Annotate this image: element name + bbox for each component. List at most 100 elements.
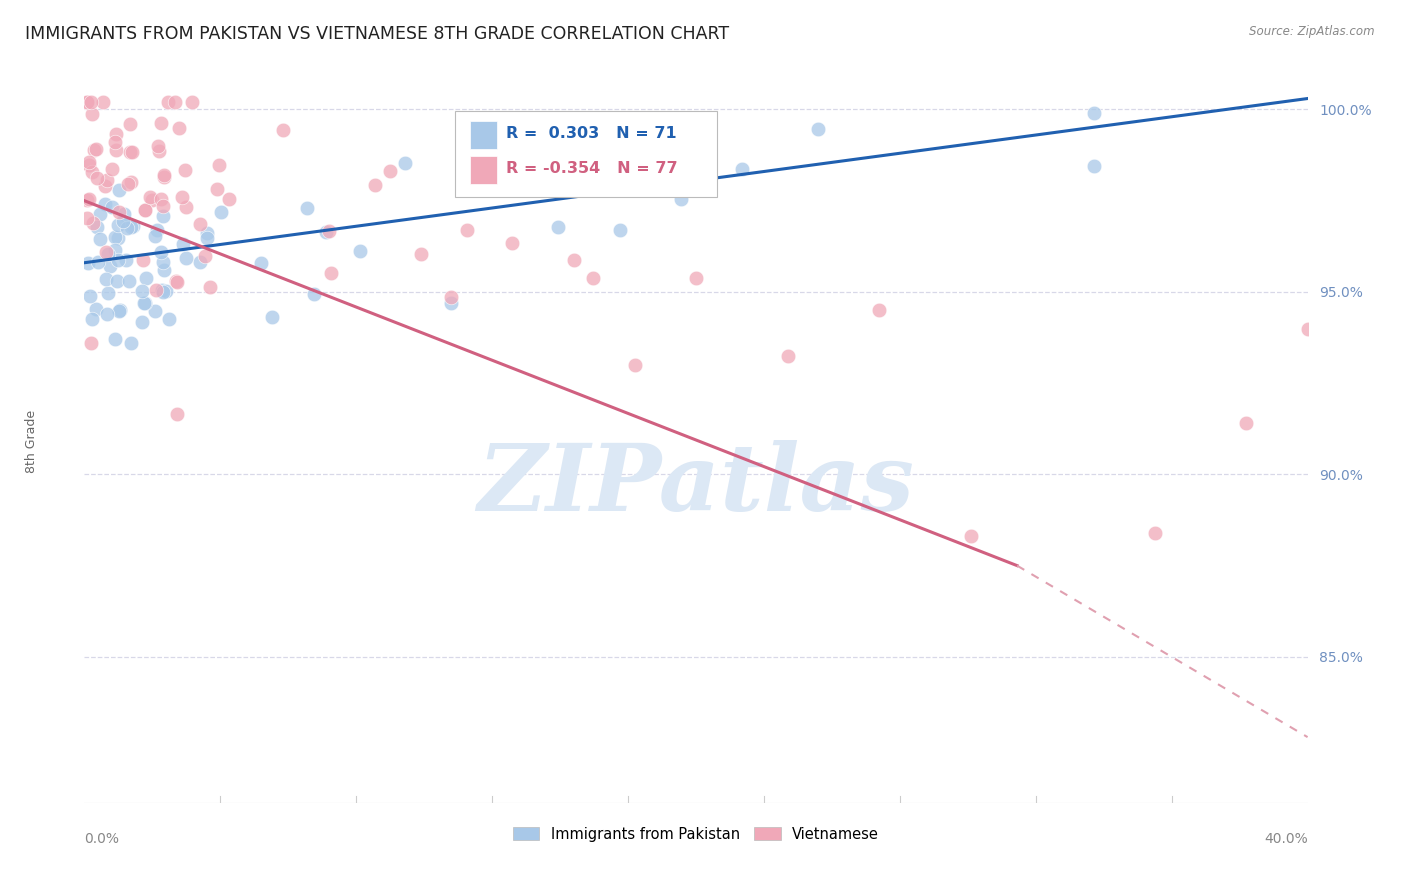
- Point: [98, 259, 121, 273]
- Point: [869, 303, 891, 318]
- Point: [77, 155, 100, 169]
- Point: [440, 290, 463, 304]
- Point: [94, 244, 117, 259]
- Point: [297, 201, 319, 215]
- Point: [165, 274, 187, 288]
- Point: [105, 127, 128, 141]
- Point: [87, 255, 110, 269]
- Point: [79, 289, 101, 303]
- Point: [105, 273, 128, 287]
- Point: [80, 95, 103, 110]
- Point: [77, 158, 100, 172]
- Point: [143, 229, 166, 244]
- Point: [112, 213, 135, 227]
- Point: [143, 303, 166, 318]
- Point: [582, 271, 605, 285]
- Point: [150, 116, 173, 130]
- Point: [146, 139, 169, 153]
- Point: [153, 169, 176, 184]
- Point: [131, 316, 153, 330]
- Point: [1083, 106, 1105, 120]
- Text: 0.0%: 0.0%: [84, 831, 120, 846]
- Point: [153, 263, 176, 277]
- Point: [86, 170, 108, 185]
- Point: [76, 211, 98, 226]
- Point: [250, 255, 273, 269]
- Point: [120, 145, 142, 159]
- Point: [118, 274, 141, 288]
- Point: [149, 192, 172, 206]
- Point: [96, 307, 118, 321]
- Point: [174, 200, 197, 214]
- Point: [380, 164, 402, 178]
- Point: [685, 270, 707, 285]
- Point: [807, 121, 830, 136]
- Point: [80, 107, 103, 121]
- Point: [134, 296, 156, 310]
- Point: [118, 117, 141, 131]
- Point: [80, 335, 103, 350]
- Text: R =  0.303   N = 71: R = 0.303 N = 71: [506, 126, 678, 141]
- Point: [104, 135, 127, 149]
- Point: [77, 192, 100, 206]
- Point: [105, 143, 128, 157]
- Point: [89, 232, 111, 246]
- Point: [1296, 321, 1319, 335]
- Point: [84, 142, 107, 156]
- Point: [152, 255, 174, 269]
- Point: [108, 303, 131, 318]
- Point: [157, 312, 180, 326]
- Point: [91, 95, 114, 110]
- Point: [1083, 159, 1105, 173]
- Point: [120, 335, 142, 350]
- Point: [76, 193, 98, 207]
- Point: [174, 162, 197, 177]
- Point: [318, 224, 340, 238]
- Point: [152, 285, 174, 299]
- Point: [364, 178, 387, 192]
- Legend: Immigrants from Pakistan, Vietnamese: Immigrants from Pakistan, Vietnamese: [508, 821, 884, 847]
- Point: [134, 202, 156, 217]
- Point: [94, 272, 117, 286]
- Point: [108, 303, 131, 318]
- Point: [93, 178, 115, 193]
- Point: [271, 122, 294, 136]
- Point: [97, 247, 120, 261]
- Point: [77, 255, 100, 269]
- Point: [188, 255, 211, 269]
- Point: [1143, 525, 1166, 540]
- Point: [319, 266, 342, 280]
- FancyBboxPatch shape: [470, 121, 496, 149]
- Point: [120, 220, 142, 235]
- Point: [456, 223, 478, 237]
- Point: [120, 175, 142, 189]
- Point: [94, 197, 117, 211]
- Point: [115, 221, 138, 235]
- Point: [209, 205, 232, 219]
- Point: [198, 279, 221, 293]
- Text: Source: ZipAtlas.com: Source: ZipAtlas.com: [1250, 25, 1375, 38]
- Point: [132, 252, 155, 267]
- Point: [156, 95, 179, 110]
- Point: [131, 284, 153, 298]
- Text: R = -0.354   N = 77: R = -0.354 N = 77: [506, 161, 678, 176]
- Point: [181, 95, 204, 110]
- Point: [149, 244, 172, 259]
- Point: [101, 161, 124, 176]
- Point: [108, 183, 131, 197]
- Point: [107, 218, 129, 232]
- Point: [166, 275, 188, 289]
- Point: [547, 219, 569, 234]
- Point: [104, 230, 127, 244]
- Point: [166, 407, 188, 421]
- Point: [190, 217, 212, 231]
- Point: [562, 253, 585, 268]
- Point: [101, 200, 124, 214]
- Point: [165, 95, 187, 110]
- Point: [409, 247, 432, 261]
- FancyBboxPatch shape: [456, 112, 717, 197]
- Point: [114, 207, 136, 221]
- Point: [104, 243, 127, 257]
- Point: [152, 199, 174, 213]
- Point: [76, 95, 98, 110]
